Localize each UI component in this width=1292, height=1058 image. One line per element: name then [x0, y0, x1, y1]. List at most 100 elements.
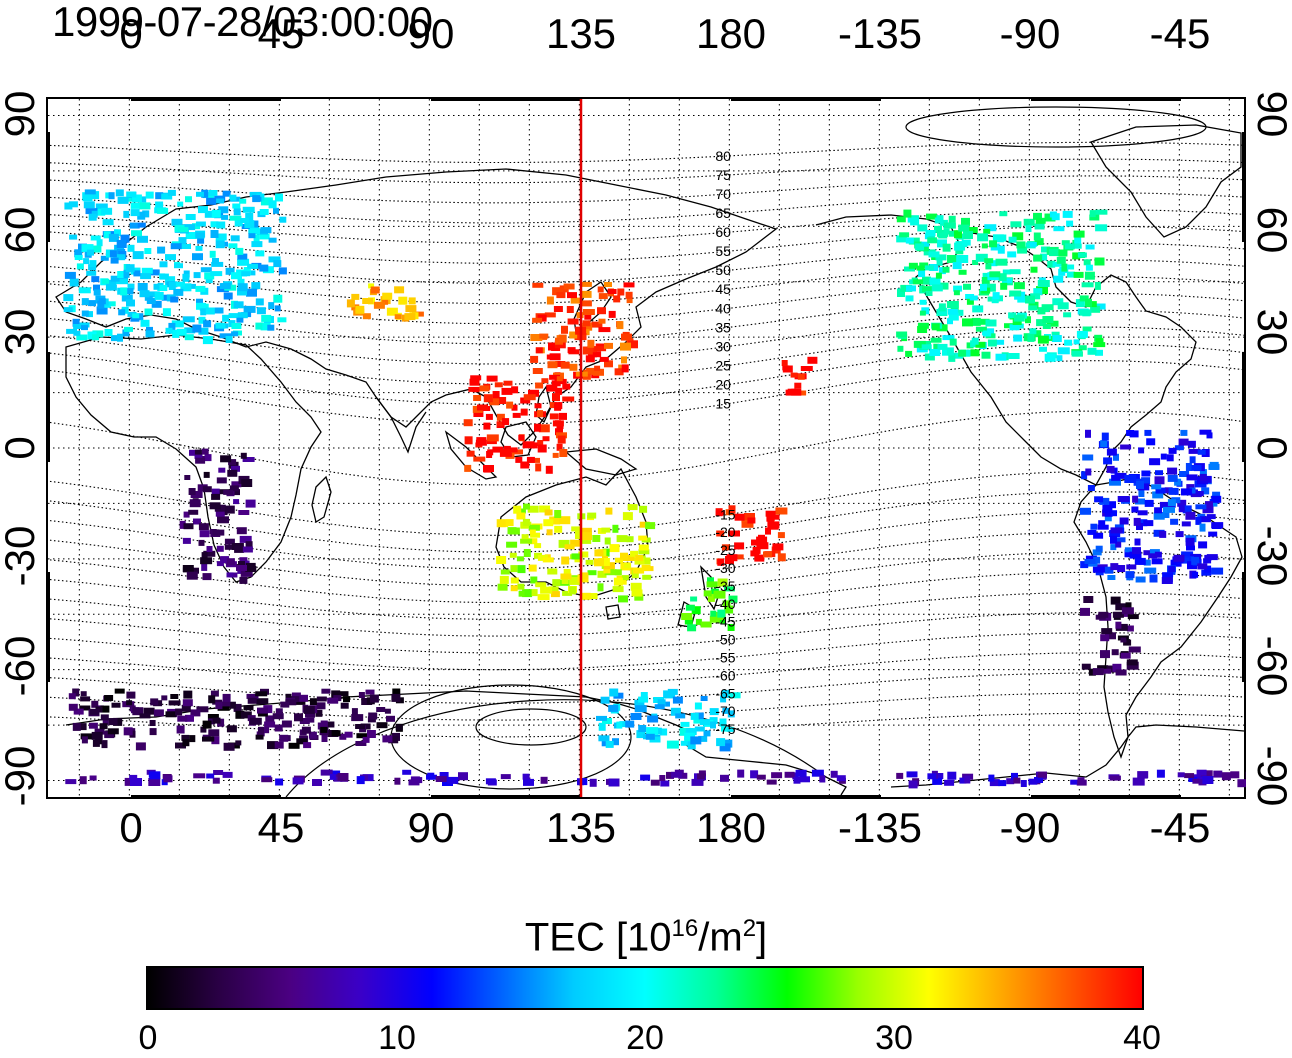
tec-cell: [1157, 770, 1165, 778]
tec-cell: [90, 709, 99, 715]
tec-cell: [998, 246, 1005, 254]
x-tick-top: 135: [546, 12, 616, 56]
frame-tick-bottom: [1031, 795, 1181, 799]
tec-cell: [1174, 555, 1185, 562]
tec-cell: [1128, 614, 1139, 619]
tec-cell: [1195, 504, 1206, 509]
tec-cell: [926, 291, 933, 296]
tec-cell: [639, 545, 649, 551]
tec-cell: [506, 402, 513, 409]
tec-cell: [138, 223, 146, 228]
tec-cell: [355, 724, 365, 729]
tec-cell: [1117, 565, 1125, 572]
tec-cell: [64, 307, 73, 312]
tec-cell: [518, 435, 524, 440]
tec-cell: [734, 542, 744, 549]
tec-cell: [604, 343, 613, 349]
tec-cell: [174, 263, 183, 268]
tec-cell: [480, 385, 490, 391]
tec-cell: [1117, 537, 1126, 542]
tec-cell: [157, 247, 165, 254]
tec-cell: [235, 248, 243, 255]
tec-cell: [500, 449, 512, 457]
tec-cell: [259, 265, 268, 272]
tec-cell: [1086, 245, 1095, 250]
tec-cell: [791, 373, 798, 378]
colorbar: [146, 966, 1144, 1010]
tec-cell: [1186, 546, 1195, 551]
tec-cell: [75, 255, 83, 260]
tec-cell: [1095, 258, 1105, 266]
tec-cell: [561, 326, 568, 334]
tec-cell: [1038, 280, 1050, 287]
tec-cell: [138, 283, 148, 291]
tec-cell: [146, 330, 155, 337]
tec-cell: [947, 772, 956, 780]
tec-cell: [483, 465, 494, 472]
tec-cell: [541, 378, 548, 383]
x-tick-bottom: 90: [408, 806, 455, 850]
tec-cell: [1211, 568, 1223, 575]
tec-cell: [202, 737, 214, 742]
tec-cell: [543, 436, 550, 441]
tec-cell: [198, 206, 208, 213]
tec-cell: [169, 700, 181, 705]
tec-cell: [1038, 772, 1047, 778]
tec-cell: [561, 362, 570, 369]
tec-cell: [523, 519, 530, 526]
tec-cell: [269, 200, 277, 208]
tec-cell: [1132, 496, 1138, 503]
contour-label: -30: [715, 560, 735, 576]
tec-cell: [675, 713, 685, 718]
tec-cell: [483, 423, 490, 430]
tec-cell: [1138, 510, 1148, 515]
tec-cell: [127, 288, 134, 294]
x-tick-bottom: -135: [838, 806, 922, 850]
tec-cell: [772, 543, 783, 550]
tec-cell: [279, 735, 288, 742]
tec-cell: [498, 584, 508, 591]
tec-cell: [690, 597, 697, 602]
tec-cell: [1078, 253, 1087, 258]
tec-cell: [351, 714, 363, 721]
tec-cell: [79, 287, 91, 293]
tec-cell: [1042, 316, 1053, 323]
tec-cell: [1107, 449, 1117, 456]
tec-cell: [175, 709, 182, 716]
frame-tick-right: [1242, 132, 1246, 242]
tec-cell: [1138, 490, 1144, 497]
tec-cell: [196, 222, 206, 227]
tec-cell: [613, 295, 620, 302]
tec-cell: [534, 424, 541, 432]
tec-cell: [1067, 265, 1074, 270]
tec-cell: [608, 289, 617, 294]
tec-cell: [1170, 519, 1178, 525]
tec-cell: [559, 449, 567, 457]
tec-cell: [502, 388, 513, 395]
tec-cell: [1112, 649, 1119, 655]
tec-cell: [203, 320, 211, 327]
tec-cell: [598, 735, 609, 741]
tec-cell: [1039, 347, 1047, 352]
tec-cell: [217, 516, 229, 523]
tec-cell: [131, 230, 142, 236]
tec-cell: [700, 719, 710, 725]
tec-cell: [111, 258, 119, 264]
tec-cell: [562, 397, 574, 402]
tec-cell: [201, 267, 212, 272]
tec-cell: [915, 243, 924, 250]
contour-label: 40: [715, 300, 731, 316]
contour-label: 65: [715, 205, 731, 221]
tec-cell: [1072, 351, 1083, 357]
tec-cell: [65, 272, 76, 279]
tec-cell: [673, 697, 683, 704]
tec-cell: [1058, 302, 1069, 309]
tec-cell: [465, 436, 473, 444]
frame-tick-top: [431, 97, 581, 101]
tec-cell: [183, 316, 195, 322]
tec-cell: [932, 284, 943, 291]
tec-cell: [947, 255, 957, 263]
tec-cell: [582, 593, 591, 600]
tec-cell: [382, 735, 392, 742]
tec-cell: [183, 699, 193, 706]
